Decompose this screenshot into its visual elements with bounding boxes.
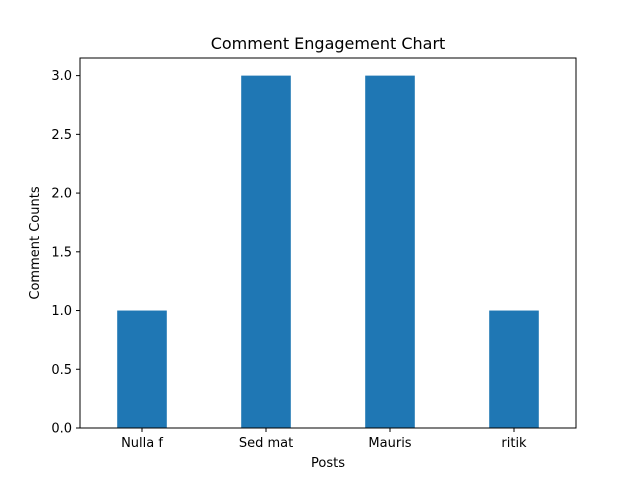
y-tick-label-3: 1.5 xyxy=(51,245,72,260)
x-axis-label: Posts xyxy=(311,456,345,471)
x-tick-label-0: Nulla f xyxy=(121,436,163,451)
bar-1 xyxy=(241,75,291,428)
y-tick-label-5: 2.5 xyxy=(51,128,72,143)
x-tick-label-3: ritik xyxy=(501,436,527,451)
bar-0 xyxy=(117,310,167,428)
x-tick-label-1: Sed mat xyxy=(239,436,293,451)
y-axis: 0.0 0.5 1.0 1.5 2.0 2.5 3.0 xyxy=(51,69,80,437)
y-tick-label-6: 3.0 xyxy=(51,69,72,84)
y-axis-label: Comment Counts xyxy=(28,186,43,299)
y-tick-label-1: 0.5 xyxy=(51,363,72,378)
bars-layer xyxy=(117,75,539,428)
y-tick-label-0: 0.0 xyxy=(51,422,72,437)
bar-2 xyxy=(365,75,415,428)
bar-3 xyxy=(489,310,539,428)
y-tick-label-2: 1.0 xyxy=(51,304,72,319)
x-tick-label-2: Mauris xyxy=(368,436,411,451)
x-axis: Nulla f Sed mat Mauris ritik xyxy=(121,428,527,451)
plot-frame xyxy=(79,57,577,429)
y-tick-label-4: 2.0 xyxy=(51,187,72,202)
chart-title: Comment Engagement Chart xyxy=(211,34,446,53)
